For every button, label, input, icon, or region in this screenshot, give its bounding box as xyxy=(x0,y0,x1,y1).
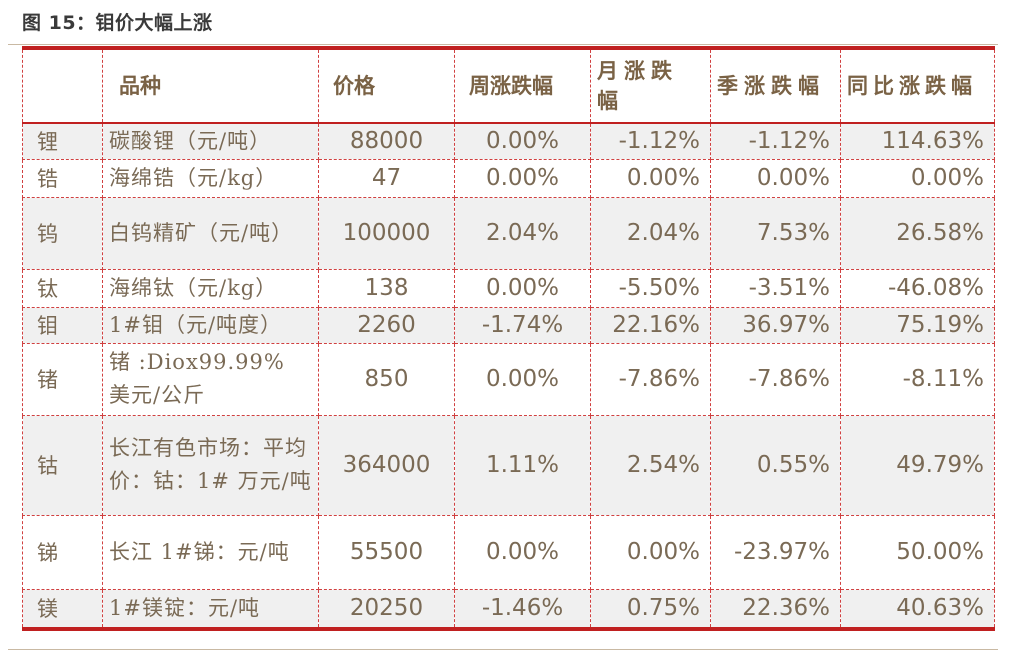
week-change-cell: 0.00% xyxy=(454,514,591,590)
table-row: 镁 1#镁锭：元/吨 20250 -1.46% 0.75% 22.36% 40.63% xyxy=(22,588,995,630)
price-cell: 850 xyxy=(318,342,455,416)
header-metal xyxy=(22,47,103,124)
quarter-change-cell: -1.12% xyxy=(710,122,841,160)
table-row: 钨白钨精矿（元/吨） 100000 2.04% 2.04% 7.53% 26.58% xyxy=(22,196,995,270)
month-change-cell: 0.00% xyxy=(590,158,711,198)
quarter-change-cell: 22.36% xyxy=(710,588,841,630)
week-change-cell: 2.04% xyxy=(454,196,591,270)
variety-cell: 海绵锆（元/kg） xyxy=(102,158,319,198)
quarter-change-cell: -7.86% xyxy=(710,342,841,416)
variety-cell: 锗 :Diox99.99% 美元/公斤 xyxy=(102,342,319,416)
variety-cell: 海绵钛（元/kg） xyxy=(102,268,319,308)
quarter-change-cell: 36.97% xyxy=(710,306,841,344)
variety-cell: 白钨精矿（元/吨） xyxy=(102,196,319,270)
week-change-cell: 0.00% xyxy=(454,342,591,416)
metal-cell: 锂 xyxy=(22,122,103,160)
header-week: 周涨跌幅 xyxy=(454,47,591,124)
week-change-cell: 0.00% xyxy=(454,122,591,160)
month-change-cell: 2.54% xyxy=(590,414,711,516)
table-row: 钼 1#钼（元/吨度） 2260 -1.74% 22.16% 36.97% 75.19% xyxy=(22,306,995,344)
metal-cell: 镁 xyxy=(22,588,103,630)
table-row: 锂碳酸锂（元/吨） 88000 0.00% -1.12% -1.12% 114.63% xyxy=(22,122,995,160)
header-quarter: 季涨跌幅 xyxy=(710,47,841,124)
variety-cell: 1#钼（元/吨度） xyxy=(102,306,319,344)
yoy-change-cell: 50.00% xyxy=(840,514,995,590)
metal-cell: 锆 xyxy=(22,158,103,198)
quarter-change-cell: 0.00% xyxy=(710,158,841,198)
quarter-change-cell: -3.51% xyxy=(710,268,841,308)
month-change-cell: -1.12% xyxy=(590,122,711,160)
price-cell: 20250 xyxy=(318,588,455,630)
title-divider xyxy=(8,44,998,45)
yoy-change-cell: -46.08% xyxy=(840,268,995,308)
month-change-cell: 22.16% xyxy=(590,306,711,344)
header-yoy: 同比涨跌幅 xyxy=(840,47,995,124)
figure-title: 图 15：钼价大幅上涨 xyxy=(22,12,213,34)
header-variety: 品种 xyxy=(102,47,319,124)
week-change-cell: 1.11% xyxy=(454,414,591,516)
table-row: 锑长江 1#锑：元/吨 55500 0.00% 0.00% -23.97% 50.00% xyxy=(22,514,995,590)
price-cell: 88000 xyxy=(318,122,455,160)
price-cell: 364000 xyxy=(318,414,455,516)
quarter-change-cell: 0.55% xyxy=(710,414,841,516)
quarter-change-cell: -23.97% xyxy=(710,514,841,590)
header-price: 价格 xyxy=(318,47,455,124)
yoy-change-cell: 49.79% xyxy=(840,414,995,516)
table-row: 锗锗 :Diox99.99% 美元/公斤 850 0.00% -7.86% -7.86%… xyxy=(22,342,995,416)
yoy-change-cell: -8.11% xyxy=(840,342,995,416)
price-table: 品种 价格 周涨跌幅 月涨跌幅 季涨跌幅 同比涨跌幅 锂碳酸锂（元/吨） 8800… xyxy=(22,46,995,631)
table-row: 锆海绵锆（元/kg） 47 0.00% 0.00% 0.00% 0.00% xyxy=(22,158,995,198)
header-row: 品种 价格 周涨跌幅 月涨跌幅 季涨跌幅 同比涨跌幅 xyxy=(22,47,995,124)
price-cell: 2260 xyxy=(318,306,455,344)
metal-cell: 钛 xyxy=(22,268,103,308)
yoy-change-cell: 0.00% xyxy=(840,158,995,198)
metal-cell: 锗 xyxy=(22,342,103,416)
price-cell: 138 xyxy=(318,268,455,308)
yoy-change-cell: 114.63% xyxy=(840,122,995,160)
month-change-cell: 0.00% xyxy=(590,514,711,590)
metal-cell: 钨 xyxy=(22,196,103,270)
variety-cell: 1#镁锭：元/吨 xyxy=(102,588,319,630)
table-row: 钛海绵钛（元/kg） 138 0.00% -5.50% -3.51% -46.08% xyxy=(22,268,995,308)
price-cell: 47 xyxy=(318,158,455,198)
yoy-change-cell: 40.63% xyxy=(840,588,995,630)
variety-cell: 长江 1#锑：元/吨 xyxy=(102,514,319,590)
month-change-cell: 0.75% xyxy=(590,588,711,630)
week-change-cell: 0.00% xyxy=(454,158,591,198)
bottom-divider xyxy=(8,649,998,650)
variety-cell: 长江有色市场：平均价：钴：1# 万元/吨 xyxy=(102,414,319,516)
metal-cell: 锑 xyxy=(22,514,103,590)
month-change-cell: -5.50% xyxy=(590,268,711,308)
price-cell: 100000 xyxy=(318,196,455,270)
header-month: 月涨跌幅 xyxy=(590,47,711,124)
week-change-cell: 0.00% xyxy=(454,268,591,308)
month-change-cell: 2.04% xyxy=(590,196,711,270)
price-cell: 55500 xyxy=(318,514,455,590)
metal-cell: 钴 xyxy=(22,414,103,516)
yoy-change-cell: 26.58% xyxy=(840,196,995,270)
quarter-change-cell: 7.53% xyxy=(710,196,841,270)
week-change-cell: -1.46% xyxy=(454,588,591,630)
metal-cell: 钼 xyxy=(22,306,103,344)
month-change-cell: -7.86% xyxy=(590,342,711,416)
table-row: 钴长江有色市场：平均价：钴：1# 万元/吨 364000 1.11% 2.54% 0.5… xyxy=(22,414,995,516)
week-change-cell: -1.74% xyxy=(454,306,591,344)
variety-cell: 碳酸锂（元/吨） xyxy=(102,122,319,160)
yoy-change-cell: 75.19% xyxy=(840,306,995,344)
